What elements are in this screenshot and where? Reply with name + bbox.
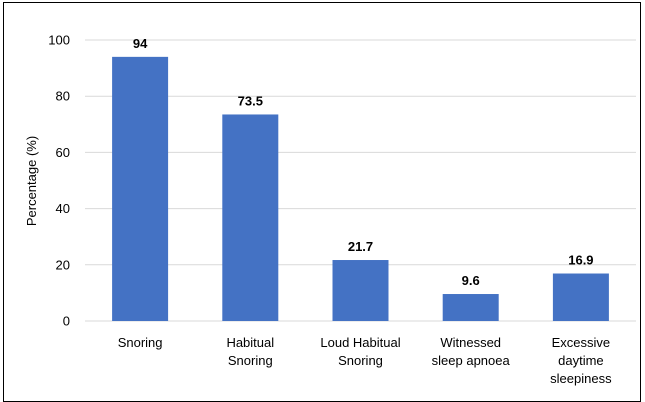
- y-tick-label: 20: [56, 257, 70, 272]
- x-category-label: daytime: [558, 353, 604, 368]
- x-category-label: Snoring: [118, 335, 163, 350]
- data-labels: 94 73.5 21.7 9.6 16.9: [133, 36, 594, 288]
- x-category-label: sleep apnoea: [432, 353, 511, 368]
- y-tick-label: 40: [56, 201, 70, 216]
- data-label: 9.6: [462, 273, 480, 288]
- x-category-label: Habitual: [226, 335, 274, 350]
- y-tick-label: 0: [63, 314, 70, 329]
- y-axis-label: Percentage (%): [24, 136, 39, 226]
- bar: [222, 114, 279, 321]
- data-label: 21.7: [348, 239, 373, 254]
- x-category-label: sleepiness: [550, 371, 612, 386]
- x-category-label: Loud Habitual: [320, 335, 400, 350]
- x-axis-categories: Snoring Habitual Snoring Loud Habitual Snori…: [118, 335, 612, 386]
- bar: [112, 56, 169, 322]
- data-label: 73.5: [238, 93, 263, 108]
- x-category-label: Snoring: [228, 353, 273, 368]
- y-axis-ticks: 0 20 40 60 80 100: [48, 33, 70, 329]
- data-label: 94: [133, 36, 148, 51]
- bar: [442, 294, 499, 321]
- y-tick-label: 80: [56, 89, 70, 104]
- y-tick-label: 100: [48, 33, 70, 48]
- gridlines: [85, 39, 636, 322]
- x-category-label: Excessive: [552, 335, 611, 350]
- bars: [112, 56, 609, 322]
- x-category-label: Snoring: [338, 353, 383, 368]
- data-label: 16.9: [568, 253, 593, 268]
- bar: [552, 273, 609, 321]
- y-tick-label: 60: [56, 145, 70, 160]
- bar: [332, 260, 389, 321]
- chart-frame: [3, 2, 641, 402]
- x-category-label: Witnessed: [440, 335, 501, 350]
